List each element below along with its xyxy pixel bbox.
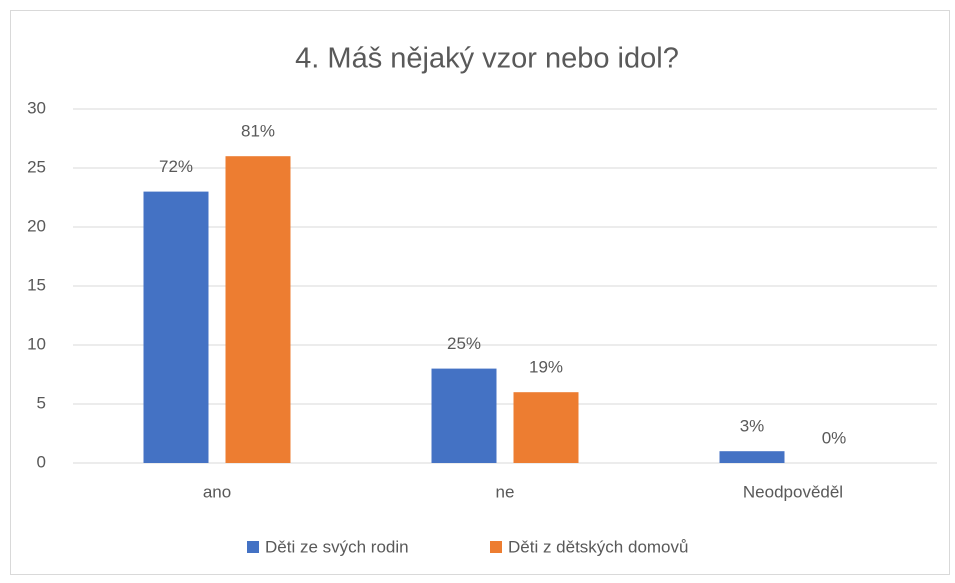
bar [513,392,579,463]
y-tick-label: 0 [37,452,46,471]
legend-swatch [490,541,502,553]
y-tick-label: 15 [27,275,46,294]
y-tick-label: 10 [27,334,46,353]
legend-swatch [247,541,259,553]
y-tick-label: 5 [37,393,46,412]
data-label: 25% [447,334,481,353]
y-tick-label: 25 [27,157,46,176]
data-label: 3% [740,417,765,436]
x-tick-label: ano [203,482,231,501]
data-label: 19% [529,358,563,377]
bar [719,451,785,463]
bar [143,191,209,463]
bar [225,156,291,463]
legend-label: Děti ze svých rodin [265,537,409,556]
x-tick-label: Neodpověděl [743,482,843,501]
chart-title: 4. Máš nějaký vzor nebo idol? [295,43,679,75]
y-tick-label: 20 [27,216,46,235]
x-tick-label: ne [496,482,515,501]
legend-label: Děti z dětských domovů [508,537,688,556]
data-label: 0% [822,428,847,447]
bar [431,368,497,463]
data-label: 81% [241,122,275,141]
data-label: 72% [159,157,193,176]
y-tick-label: 30 [27,98,46,117]
